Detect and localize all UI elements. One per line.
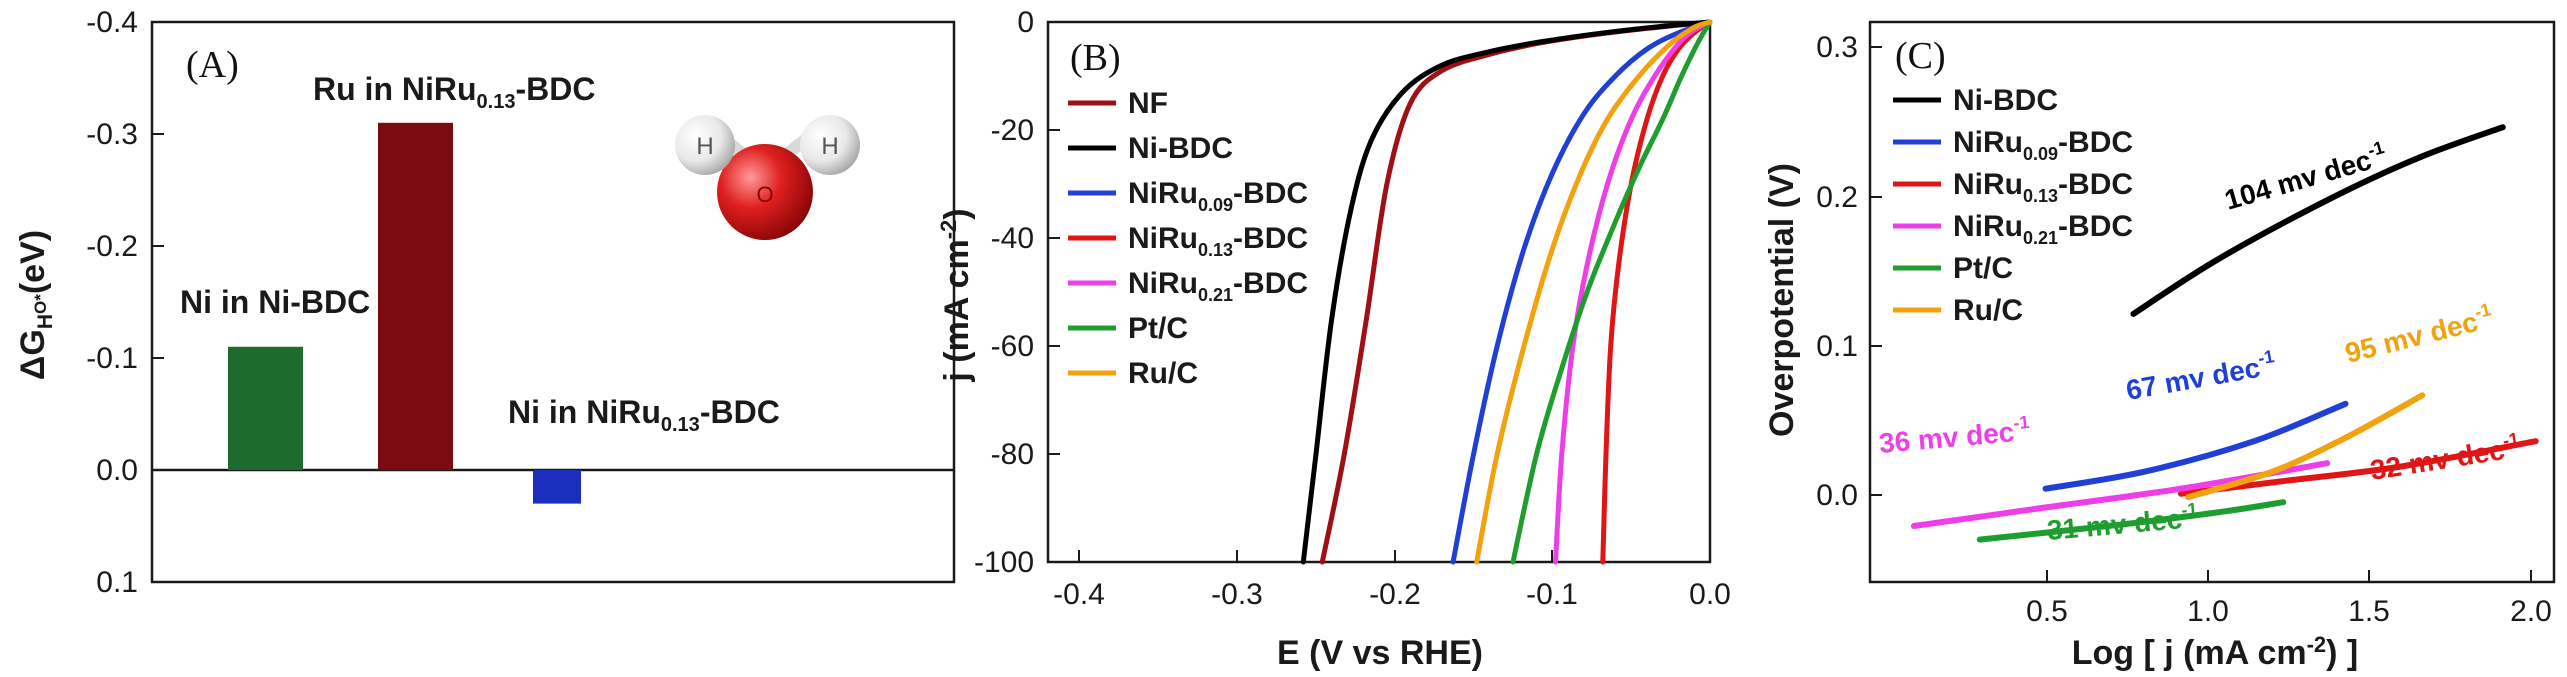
legend-entry-ni-bdc: Ni-BDC <box>1953 84 2058 117</box>
panel-a-frame <box>150 20 956 584</box>
panel-c: (C) 0.3 0.2 0.1 0.0 0.5 1.0 1.5 2.0 Log … <box>1763 20 2556 672</box>
panel-c-x-tick: 1.0 <box>2187 595 2229 628</box>
panel-b-y-tick: -60 <box>991 330 1034 363</box>
series-line-niru0-21-bdc <box>1553 19 1713 565</box>
panel-a-label: (A) <box>186 44 239 86</box>
panel-c-x-tick: 1.5 <box>2348 595 2390 628</box>
panel-c-x-tick: 0.5 <box>2026 595 2068 628</box>
panel-a-y-axis-title: ΔGHO*(eV) <box>14 230 57 380</box>
panel-b-frame <box>1046 20 1712 564</box>
series-line-niru0-09-bdc <box>2042 400 2349 492</box>
legend-entry-ni-bdc: Ni-BDC <box>1128 132 1233 165</box>
tafel-annotation-ru-c: 95 mv dec-1 <box>2341 299 2496 369</box>
panel-a-y-tick: 0.0 <box>96 454 138 487</box>
panel-b-y-tick: -40 <box>991 222 1034 255</box>
legend-entry-pt-c: Pt/C <box>1953 252 2013 285</box>
molecule-atom-label: H <box>821 133 838 160</box>
legend-entry-niru0-21-bdc: NiRu0.21-BDC <box>1953 210 2133 248</box>
bar-ru-in-niru-bdc <box>378 122 453 471</box>
panel-b-y-axis: 0 -20 -40 -60 -80 -100 <box>974 6 1060 579</box>
bar-label-ru-in-niru-bdc: Ru in NiRu0.13-BDC <box>313 71 595 113</box>
panel-b-y-axis-title: j (mA cm-2) <box>936 208 976 382</box>
panel-b-x-tick: -0.2 <box>1369 578 1421 611</box>
panel-a-y-tick: -0.4 <box>86 6 138 39</box>
panel-b-y-tick: -20 <box>991 114 1034 147</box>
bar-label-ni-in-ni-bdc: Ni in Ni-BDC <box>180 284 370 320</box>
panel-c-x-tick: 2.0 <box>2510 595 2552 628</box>
water-molecule-icon: H H O <box>675 115 860 240</box>
panel-b: (B) 0 -20 -40 -60 -80 -100 -0.4 -0.3 -0.… <box>936 6 1731 672</box>
legend-entry-ru-c: Ru/C <box>1953 294 2023 327</box>
molecule-atom-label: O <box>756 182 773 207</box>
panel-c-y-axis-title: Overpotential (V) <box>1763 163 1801 437</box>
series-line-ni-bdc <box>1300 19 1713 565</box>
panel-a-y-tick: -0.1 <box>86 342 138 375</box>
series-line-ni-bdc <box>2130 124 2506 317</box>
tafel-annotation-niru009: 67 mv dec-1 <box>2123 346 2278 406</box>
panel-c-y-tick: 0.2 <box>1816 181 1858 214</box>
series-line-ru-c <box>1474 19 1713 565</box>
panel-b-label: (B) <box>1070 37 1121 79</box>
panel-b-y-tick: 0 <box>1017 6 1034 39</box>
series-line-pt-c <box>1510 19 1713 565</box>
series-line-pt-c <box>1976 499 2287 543</box>
panel-b-legend: NF Ni-BDC NiRu0.09-BDC NiRu0.13-BDC NiRu0.21… <box>1068 87 1308 390</box>
legend-entry-niru0-09-bdc: NiRu0.09-BDC <box>1953 126 2133 164</box>
bar-ni-in-ni-bdc <box>228 346 303 470</box>
panel-a: (A) -0.4 -0.3 -0.2 -0.1 0.0 0.1 ΔGHO*(eV… <box>14 6 956 599</box>
series-line-niru0-09-bdc <box>1450 19 1713 565</box>
panel-b-curves <box>1300 19 1713 565</box>
legend-entry-ru-c: Ru/C <box>1128 357 1198 390</box>
tafel-annotation-niru021: 36 mv dec-1 <box>1878 412 2032 459</box>
legend-entry-niru0-09-bdc: NiRu0.09-BDC <box>1128 177 1308 215</box>
panel-b-x-tick: 0.0 <box>1689 578 1731 611</box>
panel-c-frame <box>1868 20 2556 584</box>
panel-b-x-axis-title: E (V vs RHE) <box>1277 634 1483 672</box>
panel-b-x-tick: -0.3 <box>1211 578 1263 611</box>
legend-entry-pt-c: Pt/C <box>1128 312 1188 345</box>
panel-c-curves <box>1910 124 2539 543</box>
bar-ni-in-niru-bdc <box>533 470 581 504</box>
panel-b-x-tick: -0.4 <box>1053 578 1105 611</box>
molecule-atom-label: H <box>696 133 713 160</box>
legend-entry-niru0-21-bdc: NiRu0.21-BDC <box>1128 267 1308 305</box>
panel-b-y-tick: -100 <box>974 546 1034 579</box>
legend-entry-nf: NF <box>1128 87 1168 120</box>
panel-c-y-axis: 0.3 0.2 0.1 0.0 <box>1816 31 1882 512</box>
panel-b-x-tick: -0.1 <box>1526 578 1578 611</box>
panel-c-y-tick: 0.1 <box>1816 330 1858 363</box>
series-line-ru-c <box>2185 392 2426 501</box>
legend-entry-niru0-13-bdc: NiRu0.13-BDC <box>1128 222 1308 260</box>
panel-a-y-tick: -0.3 <box>86 118 138 151</box>
tafel-annotation-niru013: 32 mv dec-1 <box>2368 429 2523 486</box>
bar-label-ni-in-niru-bdc: Ni in NiRu0.13-BDC <box>508 394 780 436</box>
panel-c-y-tick: 0.3 <box>1816 31 1858 64</box>
legend-entry-niru0-13-bdc: NiRu0.13-BDC <box>1953 168 2133 206</box>
panel-c-y-tick: 0.0 <box>1816 479 1858 512</box>
panel-b-x-axis: -0.4 -0.3 -0.2 -0.1 0.0 <box>1053 550 1731 611</box>
panel-c-label: (C) <box>1895 35 1946 77</box>
panel-a-y-tick: -0.2 <box>86 230 138 263</box>
panel-c-x-axis: 0.5 1.0 1.5 2.0 <box>2026 570 2552 628</box>
panel-b-y-tick: -80 <box>991 438 1034 471</box>
panel-c-x-axis-title: Log [ j (mA cm-2) ] <box>2072 632 2359 672</box>
panel-c-legend: Ni-BDC NiRu0.09-BDC NiRu0.13-BDC NiRu0.21-B… <box>1893 84 2133 327</box>
panel-a-y-tick: 0.1 <box>96 566 138 599</box>
tafel-annotation-ni-bdc: 104 mv dec-1 <box>2220 137 2390 216</box>
panel-a-y-axis: -0.4 -0.3 -0.2 -0.1 0.0 0.1 <box>86 6 164 599</box>
